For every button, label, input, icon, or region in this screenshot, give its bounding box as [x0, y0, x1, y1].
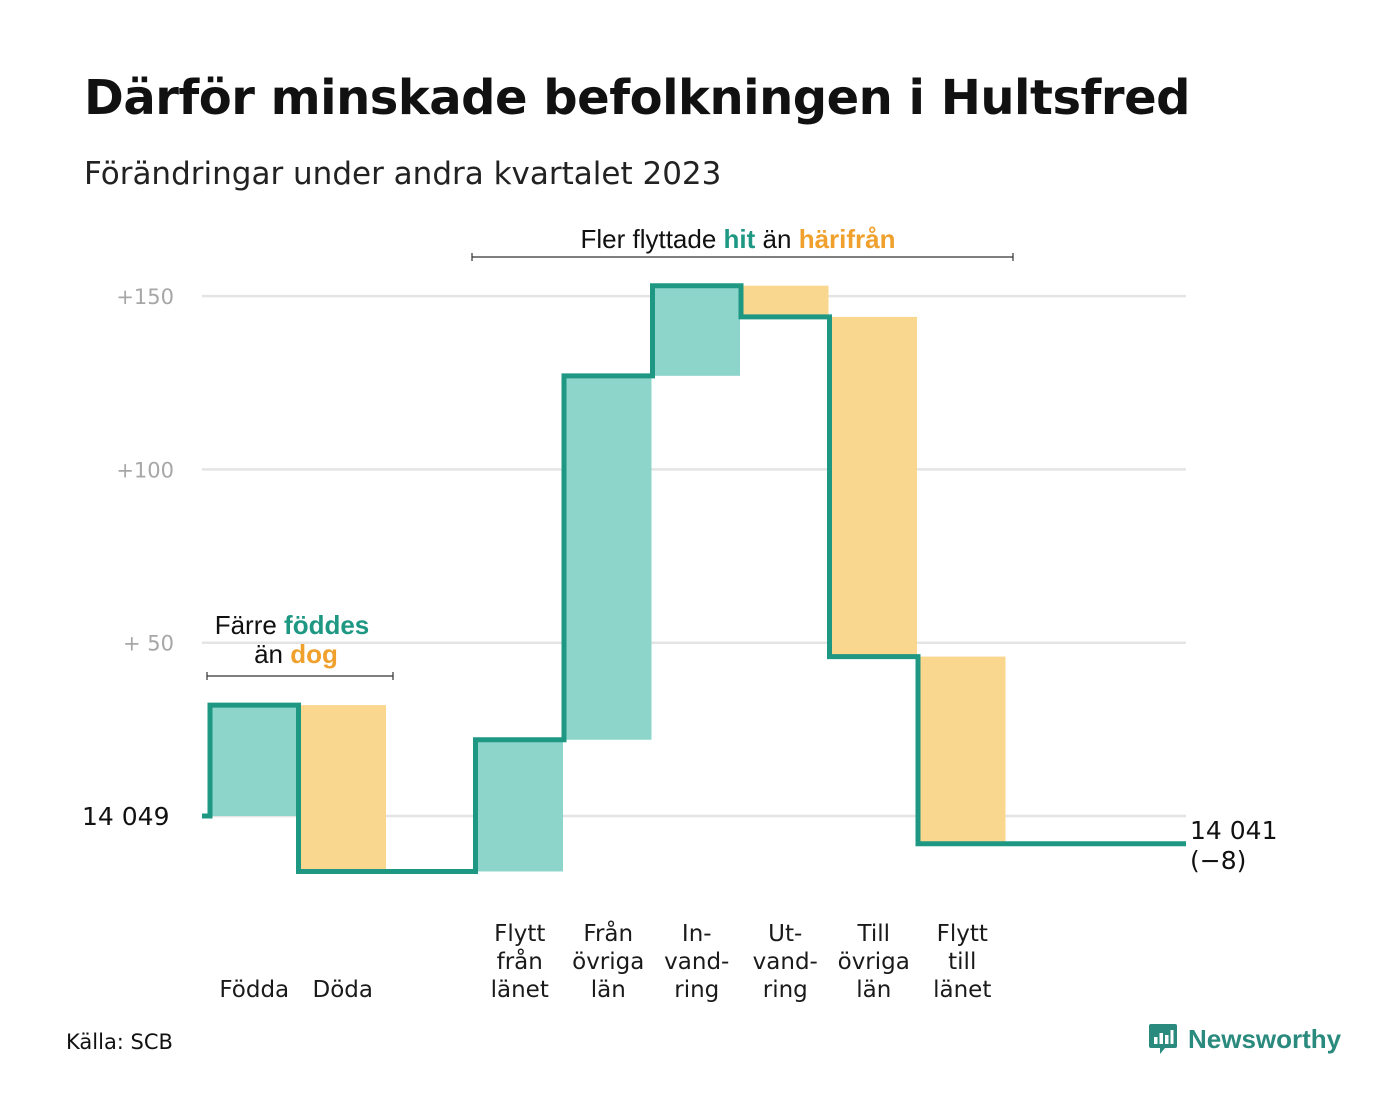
annotation-part: härifrån [799, 224, 896, 254]
category-label: vand- [664, 949, 729, 975]
category-label: län [591, 977, 626, 1003]
category-label: Ut- [768, 921, 802, 947]
source-note: Källa: SCB [66, 1030, 173, 1054]
category-label: från [497, 947, 543, 975]
annotation-part: Fler flyttade [580, 224, 723, 254]
category-label: Döda [313, 977, 373, 1003]
y-tick-label: + 50 [123, 632, 174, 656]
brand-name: Newsworthy [1188, 1023, 1342, 1054]
category-label: Till [856, 921, 890, 947]
brand-logo: Newsworthy [1148, 1022, 1341, 1056]
end-value-label: 14 041 [1190, 816, 1277, 845]
annotation-births: Färre föddes [215, 610, 370, 640]
annotation-part: Färre [215, 610, 284, 640]
category-label: länet [933, 977, 991, 1003]
annotation-part: hit [724, 224, 756, 254]
annotation-part: föddes [284, 610, 369, 640]
category-label: län [856, 977, 891, 1003]
newsworthy-logo-icon [1149, 1024, 1177, 1054]
category-label: länet [491, 977, 549, 1003]
annotation-part: än [254, 639, 290, 669]
category-label: Flytt [494, 921, 545, 947]
annotation-migration: Fler flyttade hit än härifrån [580, 224, 895, 254]
waterfall-bar [652, 285, 740, 376]
label-layer: Födda DödaFlyttfrånlänetFrånövrigalänIn-v… [82, 802, 1277, 1003]
waterfall-bar [564, 375, 652, 740]
waterfall-bar [829, 316, 917, 657]
line-layer [202, 283, 1186, 874]
waterfall-bar [918, 656, 1006, 844]
waterfall-bar [298, 705, 386, 872]
y-tick-label: +100 [116, 458, 174, 482]
waterfall-bar [475, 739, 563, 872]
category-label: övriga [838, 949, 910, 975]
end-change-label: (−8) [1190, 846, 1246, 875]
category-label: till [948, 949, 976, 975]
annotation-part: än [755, 224, 798, 254]
cumulative-step-line [202, 283, 1186, 874]
category-label: In- [682, 921, 712, 947]
waterfall-bar [741, 285, 829, 317]
category-label: ring [763, 977, 808, 1003]
y-tick-label: +150 [116, 285, 174, 309]
category-label: Födda [219, 977, 289, 1003]
start-value-label: 14 049 [82, 802, 169, 831]
category-label: Från [583, 919, 633, 947]
chart-subtitle: Förändringar under andra kvartalet 2023 [84, 156, 722, 192]
category-label: övriga [572, 949, 644, 975]
annotation-part: dog [290, 639, 338, 669]
waterfall-bar [210, 705, 298, 816]
category-label: Flytt [937, 921, 988, 947]
annotation-births-line2: än dog [254, 639, 338, 669]
category-label: vand- [753, 949, 818, 975]
bar-layer [210, 285, 1006, 872]
category-label: ring [674, 977, 719, 1003]
chart-title: Därför minskade befolkningen i Hultsfred [84, 70, 1190, 126]
